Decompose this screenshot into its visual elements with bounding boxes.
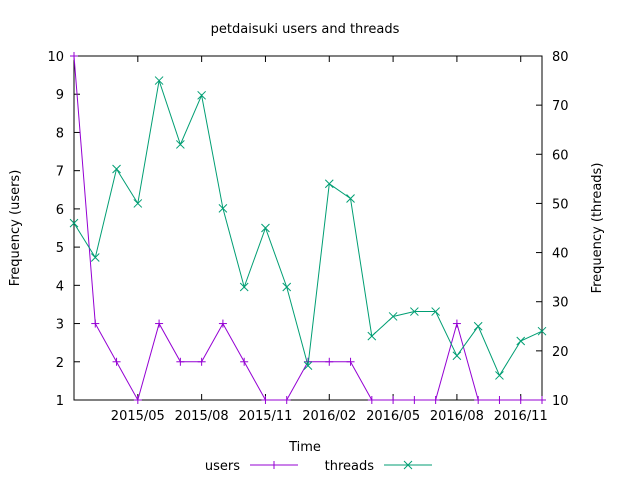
series-line-threads [73, 80, 543, 377]
data-point-threads [133, 199, 143, 208]
data-point-users [91, 319, 100, 328]
right-axis: 10 20 30 40 50 60 70 80 [536, 50, 569, 409]
data-point-threads [154, 76, 164, 85]
data-point-users [218, 319, 227, 328]
series-threads [69, 76, 547, 380]
right-tick-label: 40 [552, 247, 569, 262]
x-tick-label: 2016/02 [302, 409, 356, 424]
data-point-threads [303, 361, 313, 370]
data-point-threads [495, 371, 504, 380]
right-tick-label: 60 [552, 148, 569, 163]
chart-title: petdaisuki users and threads [211, 22, 400, 37]
data-point-threads [261, 223, 270, 233]
legend-marker [403, 460, 413, 470]
data-point-threads [431, 307, 440, 316]
left-tick-label: 1 [56, 394, 64, 409]
data-point-users [325, 357, 334, 366]
data-point-users [112, 357, 121, 366]
x-tick-label: 2015/11 [238, 409, 292, 424]
right-tick-label: 10 [552, 394, 569, 409]
data-point-threads [69, 218, 79, 228]
plot-frame [73, 55, 543, 401]
data-point-users [389, 396, 398, 404]
left-tick-label: 3 [56, 318, 64, 333]
data-point-threads [516, 336, 526, 346]
x-tick-label: 2015/08 [175, 409, 229, 424]
plot-border [73, 55, 543, 401]
left-tick-label: 9 [56, 88, 64, 103]
data-point-threads [176, 140, 185, 149]
y-axis-label-right: Frequency (threads) [590, 163, 605, 294]
data-point-threads [90, 253, 100, 262]
data-point-threads [282, 282, 292, 292]
data-point-threads [112, 164, 121, 174]
data-point-threads [218, 203, 228, 213]
x-axis-label: Time [288, 440, 321, 455]
data-point-threads [197, 90, 206, 100]
legend-item-threads: threads [325, 459, 432, 474]
data-point-users [133, 396, 142, 404]
data-point-users [495, 396, 504, 404]
x-tick-label: 2016/05 [366, 409, 420, 424]
data-point-users [70, 52, 78, 60]
right-tick-label: 80 [552, 50, 569, 65]
data-point-users [282, 396, 291, 404]
series-line-users [73, 55, 542, 402]
data-point-users [474, 396, 483, 404]
left-tick-label: 10 [47, 50, 64, 65]
data-point-users [410, 396, 419, 404]
legend-item-users: users [205, 459, 298, 474]
data-point-users [452, 319, 461, 328]
data-point-threads [537, 326, 547, 336]
data-point-users [538, 396, 546, 404]
right-tick-label: 20 [552, 345, 569, 360]
right-tick-label: 50 [552, 197, 569, 212]
series-users [70, 52, 546, 404]
data-point-threads [367, 331, 377, 341]
x-tick-label: 2016/11 [494, 409, 548, 424]
legend-marker [270, 461, 278, 469]
left-tick-label: 7 [56, 165, 64, 180]
data-point-users [240, 357, 249, 366]
left-axis: 1 2 3 4 5 6 7 8 9 10 [47, 50, 80, 409]
data-point-threads [473, 321, 483, 331]
right-tick-label: 70 [552, 99, 569, 114]
x-axis: 2015/05 2015/08 2015/11 2016/02 2016/05 2016/… [111, 56, 548, 424]
data-point-threads [324, 179, 334, 189]
left-tick-label: 4 [56, 279, 64, 294]
left-tick-label: 5 [56, 241, 64, 256]
legend-label: threads [325, 459, 375, 474]
x-tick-label: 2015/05 [111, 409, 165, 424]
data-point-users [261, 396, 270, 404]
left-tick-label: 8 [56, 126, 64, 141]
left-tick-label: 6 [56, 203, 64, 218]
data-point-users [176, 357, 185, 366]
data-point-threads [410, 307, 419, 316]
legend-label: users [205, 459, 240, 474]
data-point-threads [346, 194, 355, 203]
data-point-users [155, 319, 164, 328]
data-point-users [431, 396, 440, 404]
series-layer [69, 52, 547, 404]
right-tick-label: 30 [552, 296, 569, 311]
data-point-users [367, 396, 376, 404]
data-point-threads [452, 351, 462, 361]
x-tick-label: 2016/08 [430, 409, 484, 424]
left-tick-label: 2 [56, 356, 64, 371]
legend: users threads [205, 459, 432, 474]
y-axis-label-left: Frequency (users) [8, 170, 23, 287]
data-point-users [197, 357, 206, 366]
data-point-threads [388, 312, 398, 321]
data-point-users [516, 396, 525, 404]
data-point-users [346, 357, 355, 366]
data-point-threads [239, 282, 249, 292]
